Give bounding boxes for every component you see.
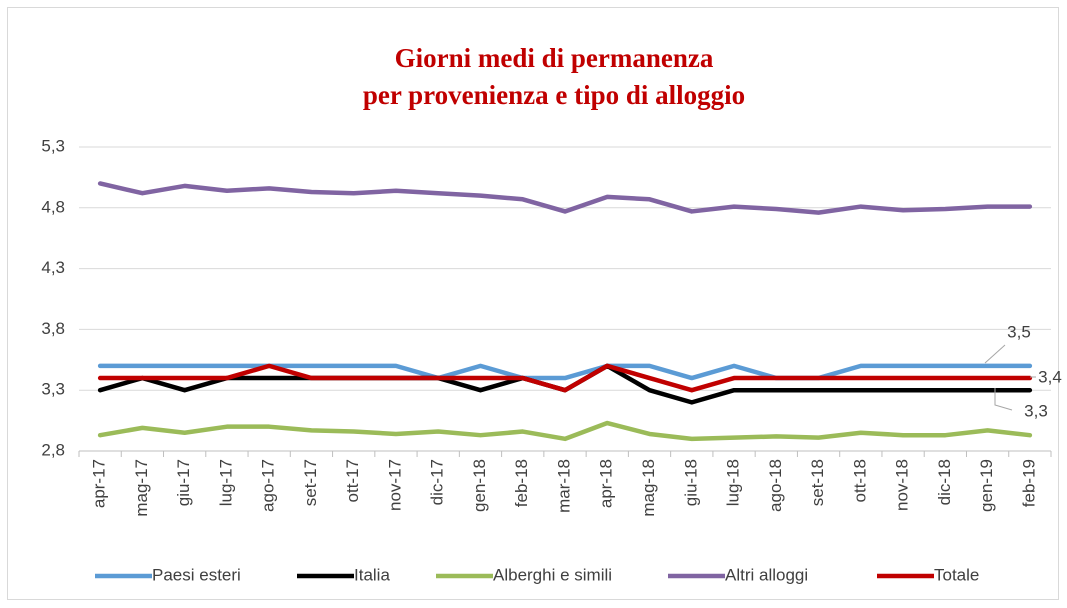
legend-label: Italia — [354, 565, 390, 584]
y-tick-label: 4,3 — [41, 258, 65, 277]
data-label: 3,3 — [1024, 401, 1048, 420]
y-tick-label: 3,3 — [41, 380, 65, 399]
x-tick-label: mag-17 — [132, 459, 151, 517]
leader-line — [994, 388, 1013, 411]
x-tick-label: lug-17 — [216, 459, 235, 506]
x-tick-label: ago-17 — [259, 459, 278, 512]
y-tick-label: 5,3 — [41, 136, 65, 155]
leader-line — [984, 344, 1006, 364]
series-line — [97, 181, 1033, 215]
x-tick-label: nov-18 — [893, 459, 912, 511]
x-tick-label: set-18 — [808, 459, 827, 506]
chart-title: Giorni medi di permanenza — [395, 43, 714, 73]
legend-label: Alberghi e simili — [493, 565, 612, 584]
x-tick-label: ott-17 — [343, 459, 362, 502]
chart-border — [7, 7, 1059, 600]
data-label: 3,4 — [1038, 367, 1062, 386]
x-tick-label: giu-18 — [681, 459, 700, 506]
x-tick-label: mag-18 — [639, 459, 658, 517]
x-tick-label: apr-17 — [90, 459, 109, 508]
legend-label: Totale — [934, 565, 979, 584]
legend-label: Paesi esteri — [152, 565, 241, 584]
x-tick-label: ott-18 — [850, 459, 869, 502]
x-tick-label: apr-18 — [597, 459, 616, 508]
chart-title: per provenienza e tipo di alloggio — [363, 80, 745, 110]
x-tick-label: dic-17 — [428, 459, 447, 505]
data-label: 3,5 — [1007, 322, 1031, 341]
y-tick-label: 4,8 — [41, 197, 65, 216]
y-tick-label: 3,8 — [41, 319, 65, 338]
x-tick-label: feb-18 — [512, 459, 531, 507]
x-tick-label: feb-19 — [1019, 459, 1038, 507]
series-line — [97, 420, 1033, 442]
series-line — [97, 363, 1033, 381]
x-tick-label: mar-18 — [554, 459, 573, 513]
x-tick-label: nov-17 — [385, 459, 404, 511]
legend-label: Altri alloggi — [725, 565, 808, 584]
x-tick-label: giu-17 — [174, 459, 193, 506]
y-tick-label: 2,8 — [41, 440, 65, 459]
x-tick-label: gen-18 — [470, 459, 489, 512]
series-line — [97, 363, 1033, 393]
x-tick-label: ago-18 — [766, 459, 785, 512]
x-tick-label: gen-19 — [977, 459, 996, 512]
x-tick-label: lug-18 — [724, 459, 743, 506]
x-tick-label: set-17 — [301, 459, 320, 506]
x-tick-label: dic-18 — [935, 459, 954, 505]
